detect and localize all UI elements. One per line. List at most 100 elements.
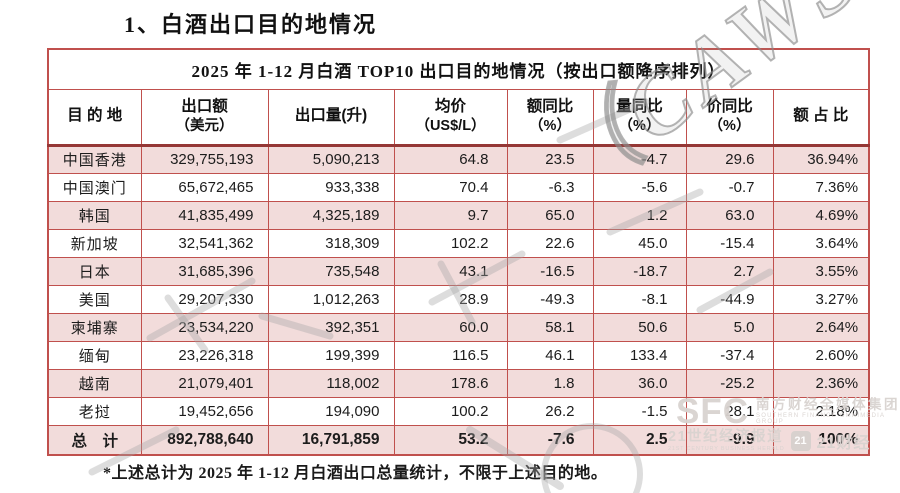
table-row: 日本 31,685,396 735,548 43.1 -16.5 -18.7 2… xyxy=(47,256,870,286)
export-volume-cell: 199,399 xyxy=(267,340,395,370)
export-value-cell: 19,452,656 xyxy=(140,396,269,426)
avg-price-cell: 100.2 xyxy=(393,396,508,426)
export-volume-cell: 1,012,263 xyxy=(267,284,395,314)
volume-yoy-cell: 133.4 xyxy=(592,340,687,370)
volume-yoy-cell: 1.2 xyxy=(592,200,687,230)
total-row: 总 计 892,788,640 16,791,859 53.2 -7.6 2.5… xyxy=(47,424,870,456)
value-share-cell: 2.36% xyxy=(772,368,870,398)
value-yoy-cell: 23.5 xyxy=(506,144,594,174)
destination-cell: 新加坡 xyxy=(47,228,142,258)
col-header-value-share: 额 占 比 xyxy=(772,88,870,147)
col-header-export-value: 出口额 （美元） xyxy=(140,88,269,147)
price-yoy-cell: 28.1 xyxy=(685,396,774,426)
export-value-cell: 29,207,330 xyxy=(140,284,269,314)
table-caption-row: 2025 年 1-12 月白酒 TOP10 出口目的地情况（按出口额降序排列） xyxy=(47,48,870,90)
total-label-cell: 总 计 xyxy=(47,424,142,456)
page-title: 1、白酒出口目的地情况 xyxy=(124,12,378,37)
col-header-value-yoy: 额同比 （%） xyxy=(506,88,594,147)
volume-yoy-cell: 45.0 xyxy=(592,228,687,258)
export-volume-cell: 735,548 xyxy=(267,256,395,286)
destination-cell: 老挝 xyxy=(47,396,142,426)
value-yoy-cell: -16.5 xyxy=(506,256,594,286)
value-yoy-cell: 26.2 xyxy=(506,396,594,426)
total-value-cell: 892,788,640 xyxy=(140,424,269,456)
table-row: 老挝 19,452,656 194,090 100.2 26.2 -1.5 28… xyxy=(47,396,870,426)
value-yoy-cell: 1.8 xyxy=(506,368,594,398)
table-caption: 2025 年 1-12 月白酒 TOP10 出口目的地情况（按出口额降序排列） xyxy=(47,48,870,90)
price-yoy-cell: 29.6 xyxy=(685,144,774,174)
destination-cell: 韩国 xyxy=(47,200,142,230)
value-yoy-cell: -6.3 xyxy=(506,172,594,202)
table-row: 柬埔寨 23,534,220 392,351 60.0 58.1 50.6 5.… xyxy=(47,312,870,342)
table-body: 中国香港 329,755,193 5,090,213 64.8 23.5 -4.… xyxy=(47,144,870,426)
price-yoy-cell: -37.4 xyxy=(685,340,774,370)
export-destinations-table: 2025 年 1-12 月白酒 TOP10 出口目的地情况（按出口额降序排列） … xyxy=(47,48,871,456)
avg-price-cell: 116.5 xyxy=(393,340,508,370)
volume-yoy-cell: -8.1 xyxy=(592,284,687,314)
destination-cell: 中国澳门 xyxy=(47,172,142,202)
price-yoy-cell: -15.4 xyxy=(685,228,774,258)
avg-price-cell: 43.1 xyxy=(393,256,508,286)
total-value-cell: 53.2 xyxy=(393,424,508,456)
col-header-export-volume: 出口量(升) xyxy=(267,88,395,147)
value-share-cell: 7.36% xyxy=(772,172,870,202)
value-yoy-cell: 46.1 xyxy=(506,340,594,370)
table-row: 中国香港 329,755,193 5,090,213 64.8 23.5 -4.… xyxy=(47,144,870,174)
value-yoy-cell: 65.0 xyxy=(506,200,594,230)
col-header-volume-yoy: 量同比 （%） xyxy=(592,88,687,147)
avg-price-cell: 28.9 xyxy=(393,284,508,314)
total-value-cell: 100% xyxy=(772,424,870,456)
export-value-cell: 23,534,220 xyxy=(140,312,269,342)
volume-yoy-cell: -5.6 xyxy=(592,172,687,202)
destination-cell: 柬埔寨 xyxy=(47,312,142,342)
avg-price-cell: 60.0 xyxy=(393,312,508,342)
value-share-cell: 3.64% xyxy=(772,228,870,258)
table-row: 越南 21,079,401 118,002 178.6 1.8 36.0 -25… xyxy=(47,368,870,398)
avg-price-cell: 64.8 xyxy=(393,144,508,174)
export-value-cell: 31,685,396 xyxy=(140,256,269,286)
avg-price-cell: 9.7 xyxy=(393,200,508,230)
table-header-row: 目 的 地 出口额 （美元） 出口量(升) 均价 （US$/L） 额同比 （%） 量同… xyxy=(47,88,870,147)
value-share-cell: 2.18% xyxy=(772,396,870,426)
export-value-cell: 65,672,465 xyxy=(140,172,269,202)
table-row: 缅甸 23,226,318 199,399 116.5 46.1 133.4 -… xyxy=(47,340,870,370)
value-share-cell: 36.94% xyxy=(772,144,870,174)
avg-price-cell: 102.2 xyxy=(393,228,508,258)
export-volume-cell: 5,090,213 xyxy=(267,144,395,174)
price-yoy-cell: 63.0 xyxy=(685,200,774,230)
total-value-cell: -7.6 xyxy=(506,424,594,456)
destination-cell: 中国香港 xyxy=(47,144,142,174)
value-yoy-cell: 22.6 xyxy=(506,228,594,258)
value-share-cell: 2.60% xyxy=(772,340,870,370)
export-value-cell: 23,226,318 xyxy=(140,340,269,370)
volume-yoy-cell: 36.0 xyxy=(592,368,687,398)
col-header-price-yoy: 价同比 （%） xyxy=(685,88,774,147)
export-value-cell: 21,079,401 xyxy=(140,368,269,398)
price-yoy-cell: 2.7 xyxy=(685,256,774,286)
value-share-cell: 4.69% xyxy=(772,200,870,230)
footnote: *上述总计为 2025 年 1-12 月白酒出口总量统计，不限于上述目的地。 xyxy=(103,465,608,482)
value-share-cell: 3.55% xyxy=(772,256,870,286)
avg-price-cell: 70.4 xyxy=(393,172,508,202)
volume-yoy-cell: -1.5 xyxy=(592,396,687,426)
export-volume-cell: 118,002 xyxy=(267,368,395,398)
export-volume-cell: 318,309 xyxy=(267,228,395,258)
price-yoy-cell: -44.9 xyxy=(685,284,774,314)
export-value-cell: 41,835,499 xyxy=(140,200,269,230)
export-volume-cell: 194,090 xyxy=(267,396,395,426)
price-yoy-cell: 5.0 xyxy=(685,312,774,342)
total-value-cell: -9.9 xyxy=(685,424,774,456)
value-yoy-cell: -49.3 xyxy=(506,284,594,314)
table-row: 韩国 41,835,499 4,325,189 9.7 65.0 1.2 63.… xyxy=(47,200,870,230)
export-volume-cell: 933,338 xyxy=(267,172,395,202)
export-value-cell: 329,755,193 xyxy=(140,144,269,174)
export-volume-cell: 392,351 xyxy=(267,312,395,342)
table-row: 美国 29,207,330 1,012,263 28.9 -49.3 -8.1 … xyxy=(47,284,870,314)
destination-cell: 日本 xyxy=(47,256,142,286)
table-row: 中国澳门 65,672,465 933,338 70.4 -6.3 -5.6 -… xyxy=(47,172,870,202)
destination-cell: 缅甸 xyxy=(47,340,142,370)
table-row: 新加坡 32,541,362 318,309 102.2 22.6 45.0 -… xyxy=(47,228,870,258)
volume-yoy-cell: -18.7 xyxy=(592,256,687,286)
avg-price-cell: 178.6 xyxy=(393,368,508,398)
